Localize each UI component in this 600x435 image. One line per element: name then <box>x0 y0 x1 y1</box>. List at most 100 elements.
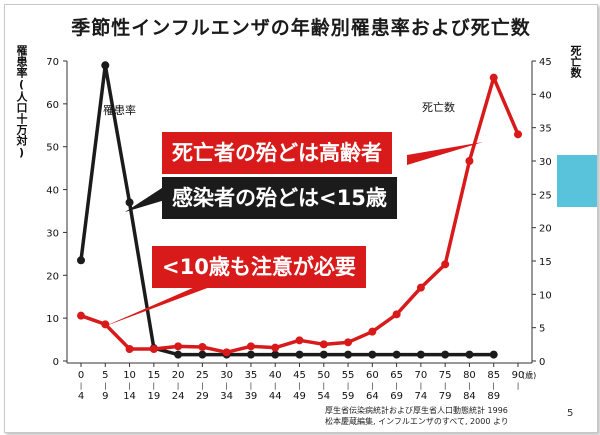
right-tick-label: 25 <box>539 190 552 201</box>
mortality-point <box>77 311 85 320</box>
morbidity-point <box>246 350 255 359</box>
mortality-point <box>514 130 522 139</box>
x-tick-label-start: 20 <box>172 370 185 381</box>
x-tick-label-start: 60 <box>366 370 379 381</box>
callout-elderly: 死亡者の殆どは高齢者 <box>162 132 392 174</box>
left-tick-label: 50 <box>46 143 59 154</box>
mortality-point <box>149 345 158 353</box>
morbidity-point <box>174 350 183 359</box>
x-tick-dash: | <box>444 382 446 390</box>
x-tick-label-end: 79 <box>439 391 452 402</box>
left-tick-label: 20 <box>46 271 59 282</box>
mortality-point <box>392 310 401 319</box>
right-tick-label: 20 <box>539 224 552 235</box>
x-tick-label-start: 40 <box>269 370 282 381</box>
mortality-point <box>222 348 231 357</box>
mortality-point <box>174 342 183 351</box>
page-number: 5 <box>567 408 574 419</box>
morbidity-point <box>77 256 85 265</box>
mortality-point <box>101 320 110 329</box>
callout-elderly-pointer <box>407 142 483 165</box>
x-tick-dash: | <box>104 382 106 390</box>
x-tick-label-end: 74 <box>415 391 428 402</box>
mortality-series-label: 死亡数 <box>422 100 455 114</box>
x-tick-label-start: 80 <box>463 370 476 381</box>
morbidity-point <box>465 350 474 359</box>
x-tick-label-start: 25 <box>196 370 209 381</box>
x-tick-dash: | <box>177 382 179 390</box>
slide: 季節性インフルエンザの年齢別罹患率および死亡数 罹患率(人口十万対) 死亡数 0… <box>4 4 598 433</box>
x-unit-label: (歳) <box>522 370 536 380</box>
right-tick-label: 45 <box>539 57 552 68</box>
x-tick-dash: | <box>468 382 470 390</box>
left-tick-label: 70 <box>46 57 59 68</box>
left-tick-label: 10 <box>46 314 59 325</box>
morbidity-point <box>392 350 401 359</box>
mortality-point <box>271 343 280 352</box>
morbidity-point <box>489 350 498 359</box>
x-tick-label-start: 50 <box>317 370 330 381</box>
x-tick-label-end: 49 <box>293 391 306 402</box>
x-tick-label-end: 69 <box>390 391 403 402</box>
accent-strip <box>557 155 597 207</box>
mortality-point <box>368 327 377 336</box>
source-line-2: 松本慶蔵編集, インフルエンザのすべて, 2000 より <box>325 417 509 426</box>
x-tick-dash: | <box>493 382 495 390</box>
right-axis-title: 死亡数 <box>569 45 582 78</box>
x-tick-label-start: 70 <box>415 370 428 381</box>
mortality-point <box>319 340 328 349</box>
x-tick-label-start: 45 <box>293 370 306 381</box>
right-tick-label: 10 <box>539 290 552 301</box>
mortality-point <box>441 260 450 269</box>
x-tick-label-end: 89 <box>487 391 500 402</box>
left-tick-label: 0 <box>53 357 59 368</box>
x-tick-dash: | <box>323 382 325 390</box>
callout-under10: <10歳も注意が必要 <box>152 246 366 288</box>
x-tick-label-end: 19 <box>147 391 160 402</box>
x-tick-dash: | <box>347 382 349 390</box>
x-tick-label-start: 85 <box>487 370 500 381</box>
x-tick-label-end: 4 <box>78 391 84 402</box>
x-tick-label-end: 64 <box>366 391 379 402</box>
mortality-point <box>246 342 255 351</box>
mortality-point <box>489 73 498 82</box>
mortality-point <box>125 345 134 353</box>
morbidity-point <box>319 350 328 359</box>
mortality-point <box>344 338 353 347</box>
x-tick-label-start: 75 <box>439 370 452 381</box>
x-tick-label-start: 15 <box>147 370 160 381</box>
x-tick-label-end: 24 <box>172 391 185 402</box>
morbidity-point <box>295 350 304 359</box>
x-tick-label-end: 9 <box>102 391 108 402</box>
right-tick-label: 15 <box>539 257 552 268</box>
x-tick-label-start: 0 <box>78 370 84 381</box>
callout-children: 感染者の殆どは<15歳 <box>162 177 397 219</box>
source-line-1: 厚生省伝染病統計および厚生省人口動態統計 1996 <box>325 406 508 415</box>
x-tick-label-start: 90 <box>512 370 525 381</box>
morbidity-point <box>198 350 207 359</box>
left-tick-label: 30 <box>46 228 59 239</box>
left-tick-label: 60 <box>46 100 59 111</box>
mortality-point <box>416 283 425 292</box>
source-citation: 厚生省伝染病統計および厚生省人口動態統計 1996 松本慶蔵編集, インフルエン… <box>325 405 509 427</box>
left-axis-title: 罹患率(人口十万対) <box>15 45 28 159</box>
x-tick-dash: | <box>517 382 519 390</box>
slide-title: 季節性インフルエンザの年齢別罹患率および死亡数 <box>71 17 531 39</box>
x-tick-label-end: 14 <box>123 391 136 402</box>
morbidity-series-line <box>79 63 494 357</box>
right-tick-label: 35 <box>539 124 552 135</box>
x-tick-label-start: 55 <box>342 370 355 381</box>
right-tick-label: 40 <box>539 90 552 101</box>
x-tick-dash: | <box>128 382 130 390</box>
line-chart: 0102030405060700510152025303540450|45|91… <box>46 57 552 402</box>
morbidity-point <box>101 61 110 70</box>
right-tick-label: 0 <box>539 357 545 368</box>
morbidity-point <box>125 198 134 207</box>
x-tick-dash: | <box>225 382 227 390</box>
morbidity-point <box>368 350 377 359</box>
x-tick-dash: | <box>420 382 422 390</box>
x-tick-label-end: 29 <box>196 391 209 402</box>
x-tick-label-start: 30 <box>220 370 233 381</box>
mortality-point <box>465 157 474 165</box>
callout-children-pointer <box>125 186 165 212</box>
